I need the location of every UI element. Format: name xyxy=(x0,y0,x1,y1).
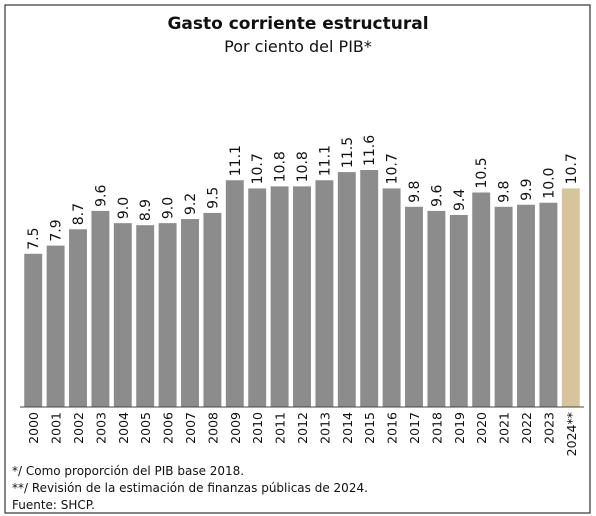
note: */ Como proporción del PIB base 2018. xyxy=(12,464,244,478)
note: Fuente: SHCP. xyxy=(12,498,95,512)
bar xyxy=(270,186,289,407)
bar xyxy=(136,225,155,407)
x-tick-label: 2001 xyxy=(49,412,64,444)
x-tick-label: 2019 xyxy=(452,412,467,444)
bar xyxy=(181,219,199,407)
value-label: 11.1 xyxy=(317,145,333,176)
bar xyxy=(315,180,334,407)
value-label: 9.4 xyxy=(452,189,468,211)
value-label: 9.2 xyxy=(183,193,199,215)
value-label: 10.0 xyxy=(541,168,557,199)
x-tick-label: 2011 xyxy=(273,412,288,444)
value-label: 8.9 xyxy=(138,199,154,221)
frame xyxy=(4,4,591,514)
x-tick-label: 2008 xyxy=(205,412,220,444)
bar xyxy=(494,206,513,407)
value-label: 8.7 xyxy=(71,203,87,225)
x-tick-label: 2003 xyxy=(93,412,108,444)
bar xyxy=(293,186,311,407)
x-tick-label: 2024** xyxy=(564,412,579,456)
value-label: 7.9 xyxy=(49,219,65,241)
x-tick-label: 2010 xyxy=(250,412,265,444)
x-tick-label: 2000 xyxy=(26,412,41,444)
value-label: 10.7 xyxy=(250,153,266,184)
chart-subtitle: Por ciento del PIB* xyxy=(224,37,372,56)
value-label: 9.0 xyxy=(116,197,132,219)
value-label: 9.6 xyxy=(429,185,445,207)
bar xyxy=(46,245,65,407)
value-label: 9.8 xyxy=(497,181,513,203)
x-tick-label: 2006 xyxy=(161,412,176,444)
value-label: 10.7 xyxy=(564,153,580,184)
x-tick-label: 2023 xyxy=(541,412,556,444)
bar xyxy=(24,253,43,407)
bar xyxy=(449,214,468,407)
x-tick-label: 2005 xyxy=(138,412,153,444)
bar xyxy=(113,223,132,407)
value-label: 9.9 xyxy=(519,178,535,200)
value-label: 9.0 xyxy=(161,197,177,219)
x-tick-label: 2013 xyxy=(317,412,332,444)
bar xyxy=(539,202,558,407)
bar xyxy=(360,170,379,407)
bar xyxy=(91,210,110,407)
x-tick-label: 2017 xyxy=(407,412,422,444)
bar xyxy=(248,188,267,407)
bar xyxy=(405,206,423,407)
bar xyxy=(382,188,401,407)
value-label: 11.6 xyxy=(362,135,378,166)
value-label: 10.8 xyxy=(295,151,311,182)
chart-title: Gasto corriente estructural xyxy=(167,14,428,34)
value-label: 11.5 xyxy=(340,137,356,168)
value-label: 10.8 xyxy=(273,151,289,182)
value-label: 9.6 xyxy=(93,185,109,207)
value-label: 9.5 xyxy=(205,187,221,209)
x-tick-label: 2015 xyxy=(362,412,377,444)
bar xyxy=(203,212,222,407)
x-tick-label: 2014 xyxy=(340,412,355,444)
x-tick-label: 2022 xyxy=(519,412,534,444)
x-tick-label: 2012 xyxy=(295,412,310,444)
bar xyxy=(517,204,535,407)
bar xyxy=(337,172,356,407)
bar xyxy=(69,229,87,407)
value-label: 10.7 xyxy=(385,153,401,184)
x-tick-label: 2002 xyxy=(71,412,86,444)
value-label: 11.1 xyxy=(228,145,244,176)
x-tick-label: 2004 xyxy=(116,412,131,444)
bar xyxy=(427,210,446,407)
bar xyxy=(158,223,177,407)
bar xyxy=(561,188,580,407)
x-tick-label: 2007 xyxy=(183,412,198,444)
value-label: 9.8 xyxy=(407,181,423,203)
x-tick-label: 2016 xyxy=(385,412,400,444)
bar xyxy=(225,180,244,407)
x-tick-label: 2009 xyxy=(228,412,243,444)
x-tick-label: 2020 xyxy=(474,412,489,444)
value-label: 7.5 xyxy=(26,228,42,250)
x-tick-label: 2021 xyxy=(497,412,512,444)
x-tick-label: 2018 xyxy=(429,412,444,444)
bar xyxy=(472,192,491,407)
note: **/ Revisión de la estimación de finanza… xyxy=(12,481,368,495)
value-label: 10.5 xyxy=(474,157,490,188)
